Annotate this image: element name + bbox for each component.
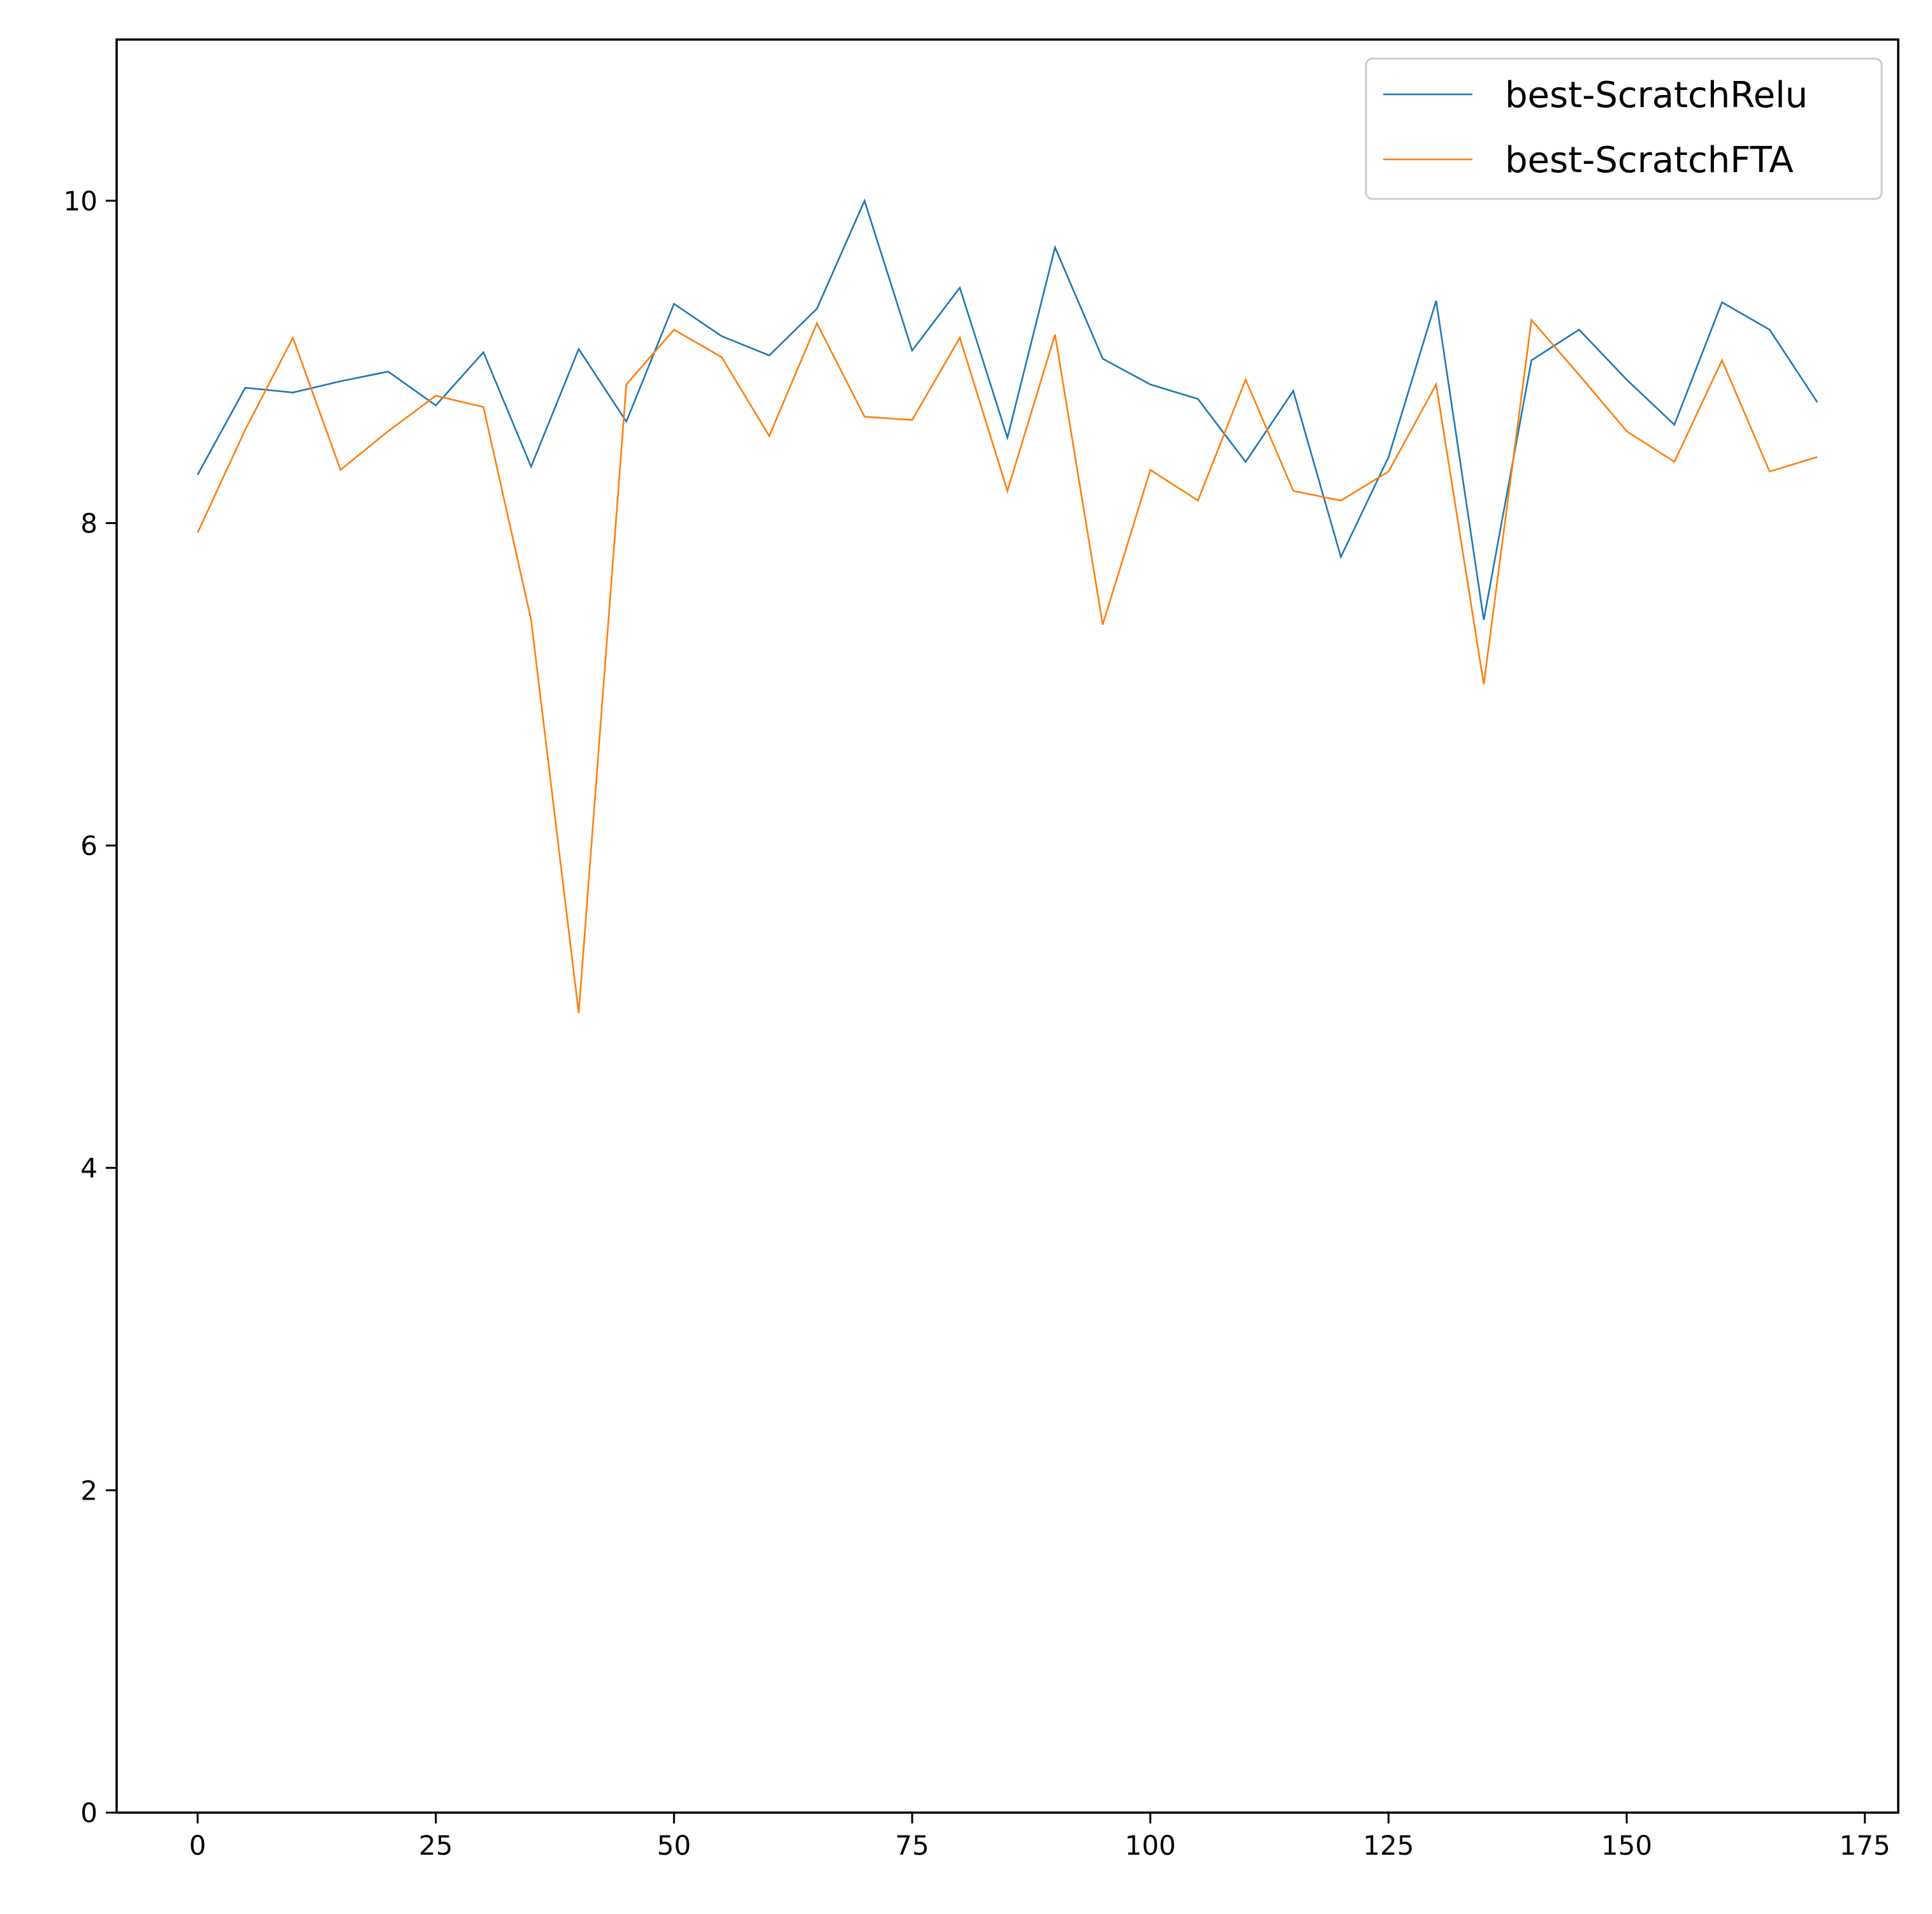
legend: best-ScratchRelu best-ScratchFTA [1365,57,1883,200]
legend-label-1: best-ScratchRelu [1505,75,1808,116]
plot-area [115,38,1899,1814]
y-tick-label: 6 [80,830,98,861]
y-axis: 0 2 4 6 8 10 [64,186,117,1829]
x-tick-label: 50 [657,1830,691,1861]
series-layer [196,198,1819,1014]
series-line-1 [196,198,1819,620]
x-tick-label: 175 [1840,1830,1891,1861]
x-tick-label: 150 [1601,1830,1652,1861]
x-tick-label: 100 [1125,1830,1176,1861]
y-tick-label: 10 [64,186,98,217]
y-tick-label: 4 [80,1153,98,1184]
x-tick-label: 75 [895,1830,929,1861]
legend-label-2: best-ScratchFTA [1505,140,1794,181]
plot-frame [115,38,1899,1814]
x-tick-label: 25 [419,1830,453,1861]
x-tick-label: 125 [1363,1830,1414,1861]
y-tick-label: 8 [80,508,98,539]
series-line-2 [196,318,1818,1014]
legend-box [1365,57,1883,200]
y-tick-label: 2 [80,1475,98,1506]
y-tick-label: 0 [80,1797,98,1829]
x-axis: 0 25 50 75 100 125 150 175 [189,1813,1891,1861]
x-tick-label: 0 [189,1830,207,1861]
